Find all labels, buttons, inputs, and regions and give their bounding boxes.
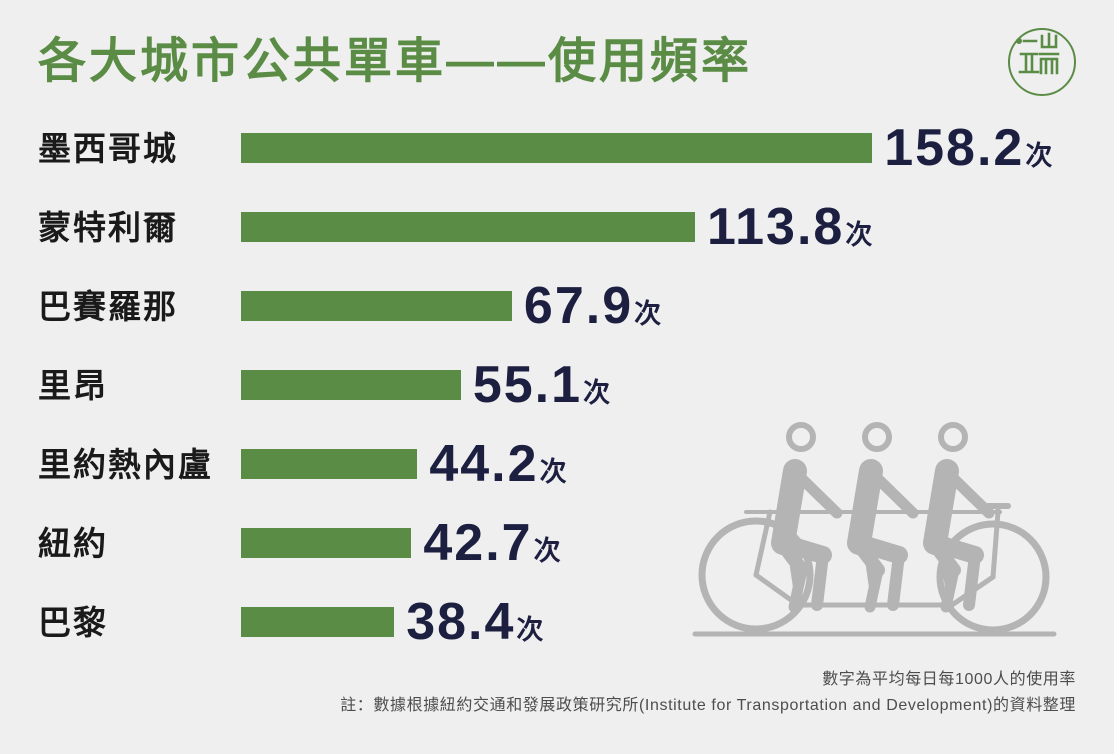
value-unit: 次 xyxy=(634,299,662,329)
frame-tube xyxy=(753,509,773,578)
value-unit: 次 xyxy=(533,536,561,566)
bar xyxy=(241,212,696,242)
unit-note: 數字為平均每日每1000人的使用率 xyxy=(822,671,1076,688)
brand-logo-icon xyxy=(1008,28,1076,96)
category-label: 里約熱內盧 xyxy=(38,446,213,483)
category-label: 紐約 xyxy=(38,525,108,562)
rider-arm xyxy=(868,469,919,519)
bar xyxy=(241,133,873,163)
bar-row: 蒙特利爾 113.8次 xyxy=(0,197,1114,257)
value-label: 42.7次 xyxy=(423,513,560,573)
rider-shin xyxy=(887,549,905,611)
logo-glyph xyxy=(1018,32,1060,75)
bar-row: 里約熱內盧 44.2次 xyxy=(0,434,1114,494)
bar-row: 紐約 42.7次 xyxy=(0,513,1114,573)
value-number: 158.2 xyxy=(884,119,1025,177)
bar xyxy=(241,370,461,400)
value-unit: 次 xyxy=(516,615,544,645)
bar-row: 巴黎 38.4次 xyxy=(0,592,1114,652)
front-wheel xyxy=(936,520,1050,634)
value-number: 55.1 xyxy=(472,356,583,414)
rider xyxy=(847,422,919,613)
source-note: 註：數據根據紐約交通和發展政策研究所(Institute for Transpo… xyxy=(340,697,1076,714)
rear-wheel xyxy=(698,517,814,633)
rider-shin xyxy=(963,549,981,611)
rider-shin xyxy=(940,564,960,613)
value-label: 158.2次 xyxy=(884,118,1052,178)
value-number: 67.9 xyxy=(523,277,634,335)
value-label: 113.8次 xyxy=(707,197,872,257)
value-label: 38.4次 xyxy=(406,592,543,652)
value-label: 55.1次 xyxy=(473,355,610,415)
bar-row: 墨西哥城 158.2次 xyxy=(0,118,1114,178)
category-label: 里昂 xyxy=(38,367,108,404)
value-number: 113.8 xyxy=(707,198,845,256)
rider-head xyxy=(938,422,968,452)
value-label: 44.2次 xyxy=(429,434,566,494)
value-number: 44.2 xyxy=(429,435,539,493)
bar xyxy=(241,607,395,637)
value-number: 38.4 xyxy=(406,593,516,651)
rider-torso xyxy=(771,459,807,555)
value-unit: 次 xyxy=(583,378,611,408)
bar xyxy=(241,528,412,558)
value-unit: 次 xyxy=(845,220,873,250)
bar-row: 里昂 55.1次 xyxy=(0,355,1114,415)
value-label: 67.9次 xyxy=(524,276,661,336)
rider-head xyxy=(862,422,892,452)
rider-arm xyxy=(792,469,843,519)
bar-row: 巴賽羅那 67.9次 xyxy=(0,276,1114,336)
rider-torso xyxy=(847,459,883,555)
rider xyxy=(771,422,843,613)
value-number: 42.7 xyxy=(423,514,533,572)
logo-dot xyxy=(1016,38,1022,44)
category-label: 巴賽羅那 xyxy=(38,288,178,325)
rider-arm xyxy=(944,469,995,519)
logo-ring xyxy=(1008,28,1076,96)
category-label: 墨西哥城 xyxy=(38,130,178,167)
tandem-bicycle-icon xyxy=(692,422,1057,637)
rider-shin xyxy=(864,564,884,613)
rider-head xyxy=(786,422,816,452)
fork xyxy=(990,509,1001,580)
bar xyxy=(241,291,512,321)
rider-torso xyxy=(923,459,959,555)
chart-title: 各大城市公共單車——使用頻率 xyxy=(38,35,753,88)
value-unit: 次 xyxy=(1025,141,1053,171)
rider-shin xyxy=(788,564,808,613)
category-label: 巴黎 xyxy=(38,604,108,641)
category-label: 蒙特利爾 xyxy=(38,209,178,246)
rider xyxy=(923,422,995,613)
value-unit: 次 xyxy=(539,457,567,487)
bar xyxy=(241,449,418,479)
rider-shin xyxy=(811,549,829,611)
